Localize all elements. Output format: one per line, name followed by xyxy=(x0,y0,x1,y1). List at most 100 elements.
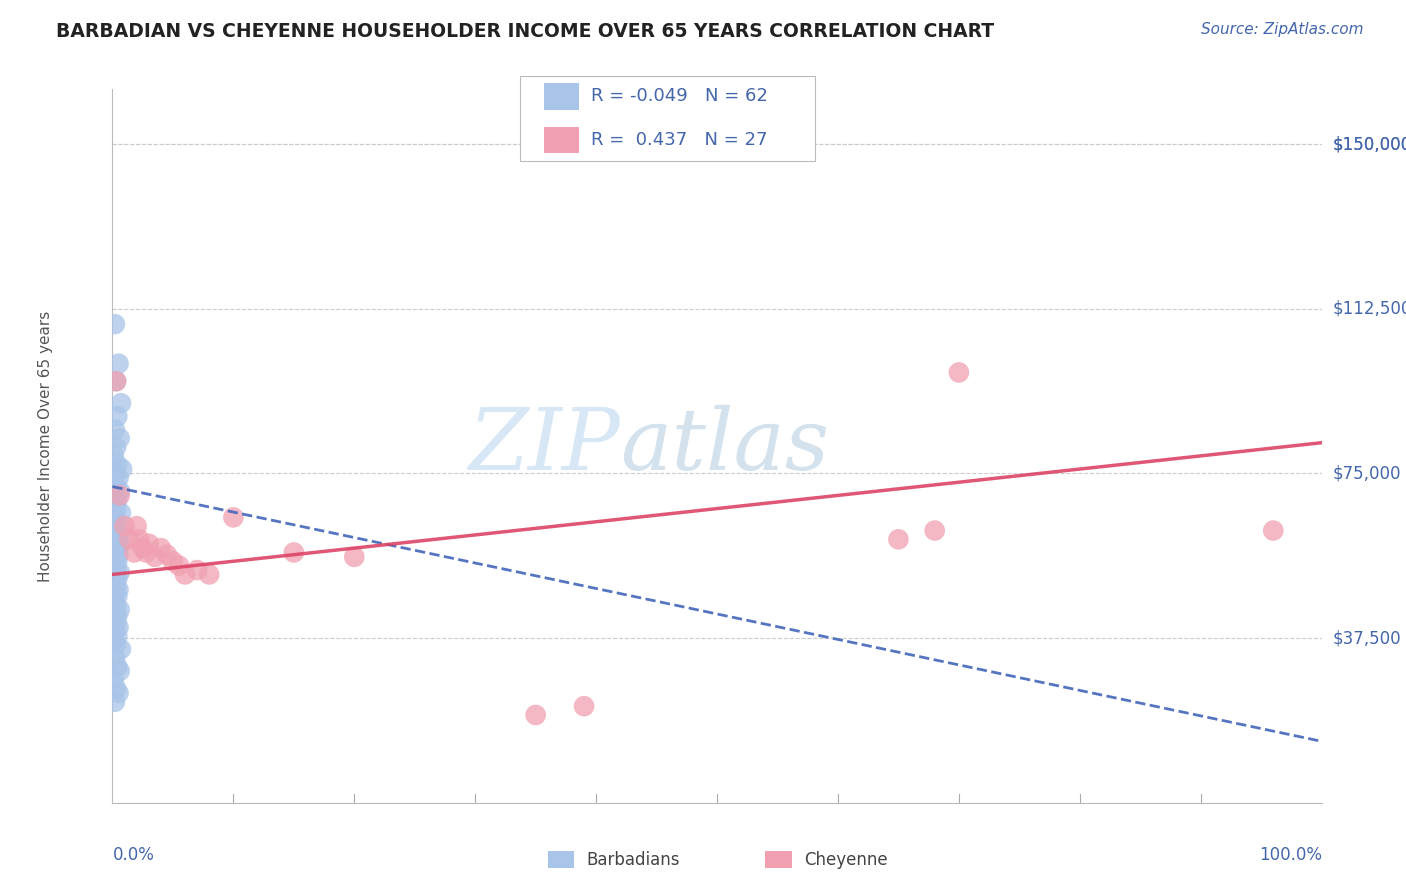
Point xyxy=(107,471,129,485)
Point xyxy=(104,533,127,547)
Text: Householder Income Over 65 years: Householder Income Over 65 years xyxy=(38,310,53,582)
Point xyxy=(103,497,125,511)
Point xyxy=(105,581,128,595)
Point xyxy=(104,317,127,331)
Point xyxy=(105,374,128,388)
Point xyxy=(108,431,131,445)
Point xyxy=(132,541,155,555)
Point xyxy=(105,598,128,612)
Text: $150,000: $150,000 xyxy=(1333,135,1406,153)
Point xyxy=(198,567,221,582)
Point xyxy=(125,519,148,533)
Point xyxy=(108,566,131,580)
Point xyxy=(105,681,128,696)
Point xyxy=(105,545,128,559)
Point xyxy=(105,554,128,568)
Point xyxy=(105,638,128,652)
Text: 100.0%: 100.0% xyxy=(1258,846,1322,863)
Point xyxy=(924,524,946,538)
Text: R = -0.049   N = 62: R = -0.049 N = 62 xyxy=(591,87,768,105)
Point xyxy=(105,629,128,643)
Point xyxy=(283,545,305,559)
Point xyxy=(948,366,970,380)
Point xyxy=(105,458,128,472)
Point xyxy=(107,582,129,597)
Point xyxy=(174,567,197,582)
Text: ZIP: ZIP xyxy=(468,405,620,487)
Point xyxy=(107,620,129,634)
Point xyxy=(103,673,125,687)
Point xyxy=(108,483,131,498)
Point xyxy=(105,572,128,586)
Point xyxy=(103,541,125,555)
Point xyxy=(143,549,166,564)
Text: 0.0%: 0.0% xyxy=(112,846,155,863)
Point xyxy=(105,524,128,538)
Point xyxy=(105,409,128,424)
Text: Source: ZipAtlas.com: Source: ZipAtlas.com xyxy=(1201,22,1364,37)
Point xyxy=(111,462,134,476)
Point xyxy=(572,699,595,714)
Point xyxy=(104,651,127,665)
Point xyxy=(104,510,127,524)
Point xyxy=(105,440,128,454)
Point xyxy=(128,533,150,547)
Text: $112,500: $112,500 xyxy=(1333,300,1406,318)
Text: $37,500: $37,500 xyxy=(1333,629,1402,647)
Point xyxy=(108,602,131,616)
Point xyxy=(107,528,129,542)
Point xyxy=(103,594,125,608)
Point xyxy=(104,549,127,564)
Text: Cheyenne: Cheyenne xyxy=(804,851,887,869)
Point xyxy=(156,548,179,562)
Point xyxy=(110,506,132,520)
Point xyxy=(186,563,208,577)
Point xyxy=(162,554,184,568)
Point xyxy=(105,374,128,388)
Text: atlas: atlas xyxy=(620,405,830,487)
Point xyxy=(118,533,141,547)
Point xyxy=(524,708,547,723)
Point xyxy=(138,537,160,551)
Point xyxy=(105,492,128,507)
Point xyxy=(104,624,127,639)
Point xyxy=(107,548,129,562)
Text: R =  0.437   N = 27: R = 0.437 N = 27 xyxy=(591,131,768,149)
Text: $75,000: $75,000 xyxy=(1333,465,1402,483)
Point xyxy=(103,449,125,463)
Point xyxy=(103,633,125,648)
Point xyxy=(104,585,127,599)
Point xyxy=(105,534,128,549)
Point xyxy=(103,558,125,573)
Point xyxy=(343,549,366,564)
Point xyxy=(104,607,127,621)
Point xyxy=(104,423,127,437)
Point xyxy=(167,558,190,573)
Point xyxy=(108,664,131,678)
Point xyxy=(107,686,129,700)
Point xyxy=(103,519,125,533)
Text: Barbadians: Barbadians xyxy=(586,851,681,869)
Point xyxy=(104,467,127,481)
Point xyxy=(104,695,127,709)
Point xyxy=(105,609,128,624)
Point xyxy=(104,488,127,502)
Point xyxy=(222,510,245,524)
Point xyxy=(105,480,128,494)
Point xyxy=(105,615,128,630)
Point xyxy=(105,501,128,516)
Point xyxy=(105,590,128,604)
Point xyxy=(103,611,125,625)
Point xyxy=(887,533,910,547)
Text: $150,000: $150,000 xyxy=(1333,135,1406,153)
Point xyxy=(105,659,128,673)
Point xyxy=(122,545,145,559)
Point xyxy=(110,642,132,657)
Point xyxy=(110,396,132,410)
Point xyxy=(1263,524,1285,538)
Point xyxy=(104,567,127,582)
FancyBboxPatch shape xyxy=(765,851,792,869)
Point xyxy=(107,357,129,371)
Point xyxy=(114,519,136,533)
Point xyxy=(108,488,131,502)
